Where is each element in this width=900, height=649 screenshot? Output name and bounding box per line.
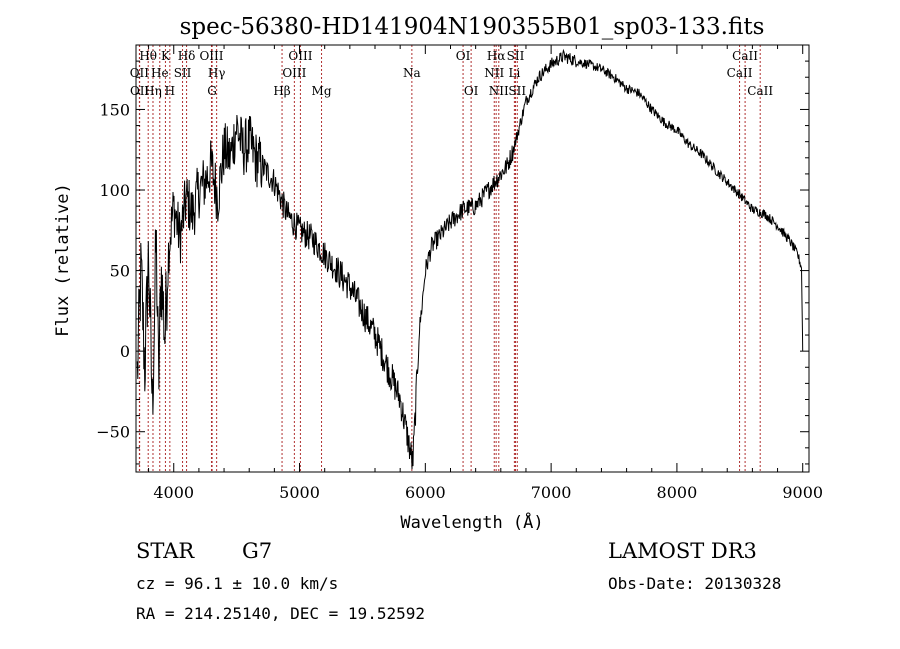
observation-date: Obs-Date: 20130328 <box>608 574 782 593</box>
line-marker-label: OIII <box>199 49 223 63</box>
line-marker-label: SII <box>508 84 526 98</box>
line-marker-label: Hθ <box>139 49 157 63</box>
plot-frame <box>135 44 810 473</box>
redshift-cz: cz = 96.1 ± 10.0 km/s <box>136 574 339 593</box>
line-marker-label: Hβ <box>273 84 290 98</box>
spectral-subclass: G7 <box>242 539 273 563</box>
line-marker-label: K <box>161 49 171 63</box>
flux-series-line <box>136 48 804 470</box>
x-tick-label: 8000 <box>657 483 698 502</box>
line-marker-label: Hα <box>487 49 506 63</box>
line-marker-label: Na <box>403 66 421 80</box>
line-marker-label: OII <box>130 84 150 98</box>
line-marker-label: CaII <box>732 49 758 63</box>
x-tick-label: 4000 <box>153 483 194 502</box>
y-tick-label: 100 <box>99 181 130 200</box>
line-marker-label: OIII <box>282 66 306 80</box>
survey-name: LAMOST DR3 <box>608 539 757 563</box>
y-axis-label: Flux (relative) <box>53 183 73 337</box>
line-marker-label: Hγ <box>208 66 226 80</box>
y-axis-ticks: −50 0 50 100 150 <box>96 60 809 465</box>
y-tick-label: 150 <box>99 100 130 119</box>
line-marker-label: Li <box>508 66 520 80</box>
line-marker-label: SII <box>174 66 192 80</box>
x-tick-label: 9000 <box>782 483 823 502</box>
chart-title: spec-56380-HD141904N190355B01_sp03-133.f… <box>180 14 765 40</box>
line-marker-label: SII <box>507 49 525 63</box>
x-tick-label: 7000 <box>531 483 572 502</box>
x-tick-label: 5000 <box>279 483 320 502</box>
x-axis-ticks: 4000 5000 6000 7000 8000 9000 <box>148 45 823 502</box>
y-tick-label: −50 <box>96 423 130 442</box>
line-marker-label: NII <box>489 84 509 98</box>
object-class: STAR <box>136 539 195 563</box>
line-marker-label: OI <box>456 49 471 63</box>
y-tick-label: 0 <box>120 342 130 361</box>
line-marker-label: OII <box>130 66 150 80</box>
coordinates: RA = 214.25140, DEC = 19.52592 <box>136 604 425 623</box>
line-marker-label: He <box>151 66 169 80</box>
line-marker-label: G <box>207 84 217 98</box>
line-marker-label: H <box>165 84 175 98</box>
line-marker-label: Hδ <box>178 49 196 63</box>
x-tick-label: 6000 <box>405 483 446 502</box>
line-marker-label: OI <box>464 84 479 98</box>
line-marker-label: Hη <box>144 84 162 98</box>
line-marker-label: NII <box>484 66 504 80</box>
line-marker-label: OIII <box>288 49 312 63</box>
line-marker-label: Mg <box>312 84 332 98</box>
spectral-line-markers <box>138 45 761 472</box>
line-marker-label: CaII <box>727 66 753 80</box>
y-tick-label: 50 <box>110 262 130 281</box>
x-axis-label: Wavelength (Å) <box>400 511 543 533</box>
line-marker-label: CaII <box>747 84 773 98</box>
